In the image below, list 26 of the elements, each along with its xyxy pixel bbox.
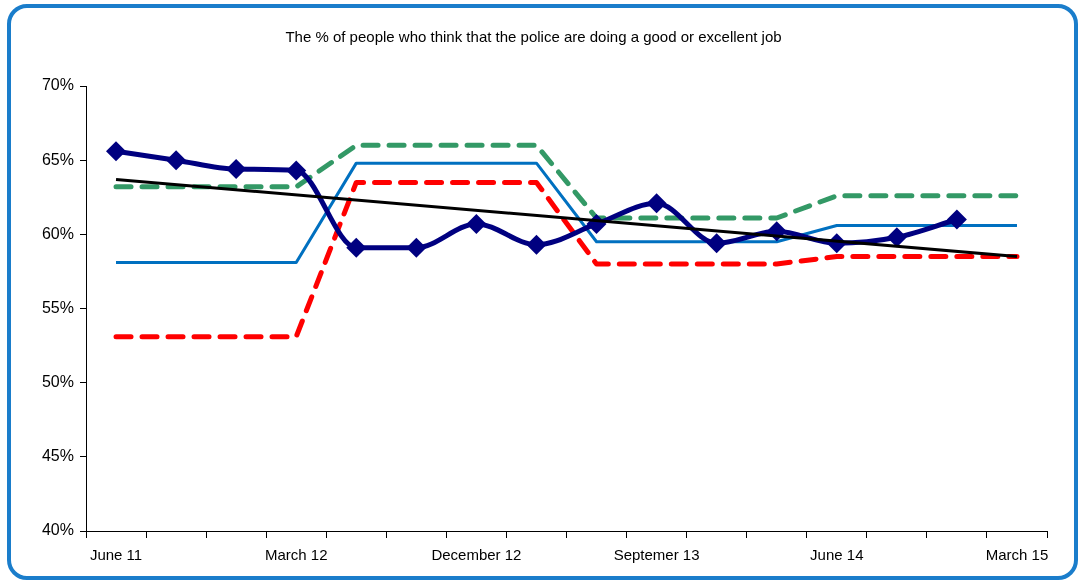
- y-tick-label: 65%: [41, 150, 74, 168]
- chart-title: The % of people who think that the police are doing a good or excellent job: [285, 28, 782, 46]
- x-tick-label: Septemer 13: [613, 546, 700, 564]
- y-tick-label: 55%: [41, 298, 74, 316]
- point: [286, 160, 307, 181]
- x-tick-label: March 12: [264, 546, 328, 564]
- point: [526, 234, 547, 255]
- x-tick-label: December 12: [431, 546, 522, 564]
- point: [886, 227, 907, 248]
- y-tick-label: 60%: [41, 224, 74, 242]
- x-tick-label: March 15: [985, 546, 1049, 564]
- y-tick-label: 50%: [41, 373, 74, 391]
- point: [346, 237, 367, 258]
- point: [706, 233, 727, 254]
- point: [646, 193, 667, 214]
- y-tick-label: 40%: [41, 521, 74, 539]
- point: [166, 150, 187, 171]
- point: [106, 141, 127, 162]
- y-tick-label: 45%: [41, 447, 74, 465]
- point: [946, 209, 967, 230]
- point: [226, 159, 247, 180]
- y-tick-label: 70%: [41, 76, 74, 94]
- x-tick-label: June 14: [810, 546, 864, 564]
- x-tick-label: June 11: [89, 546, 143, 564]
- point: [466, 213, 487, 234]
- point: [406, 237, 427, 258]
